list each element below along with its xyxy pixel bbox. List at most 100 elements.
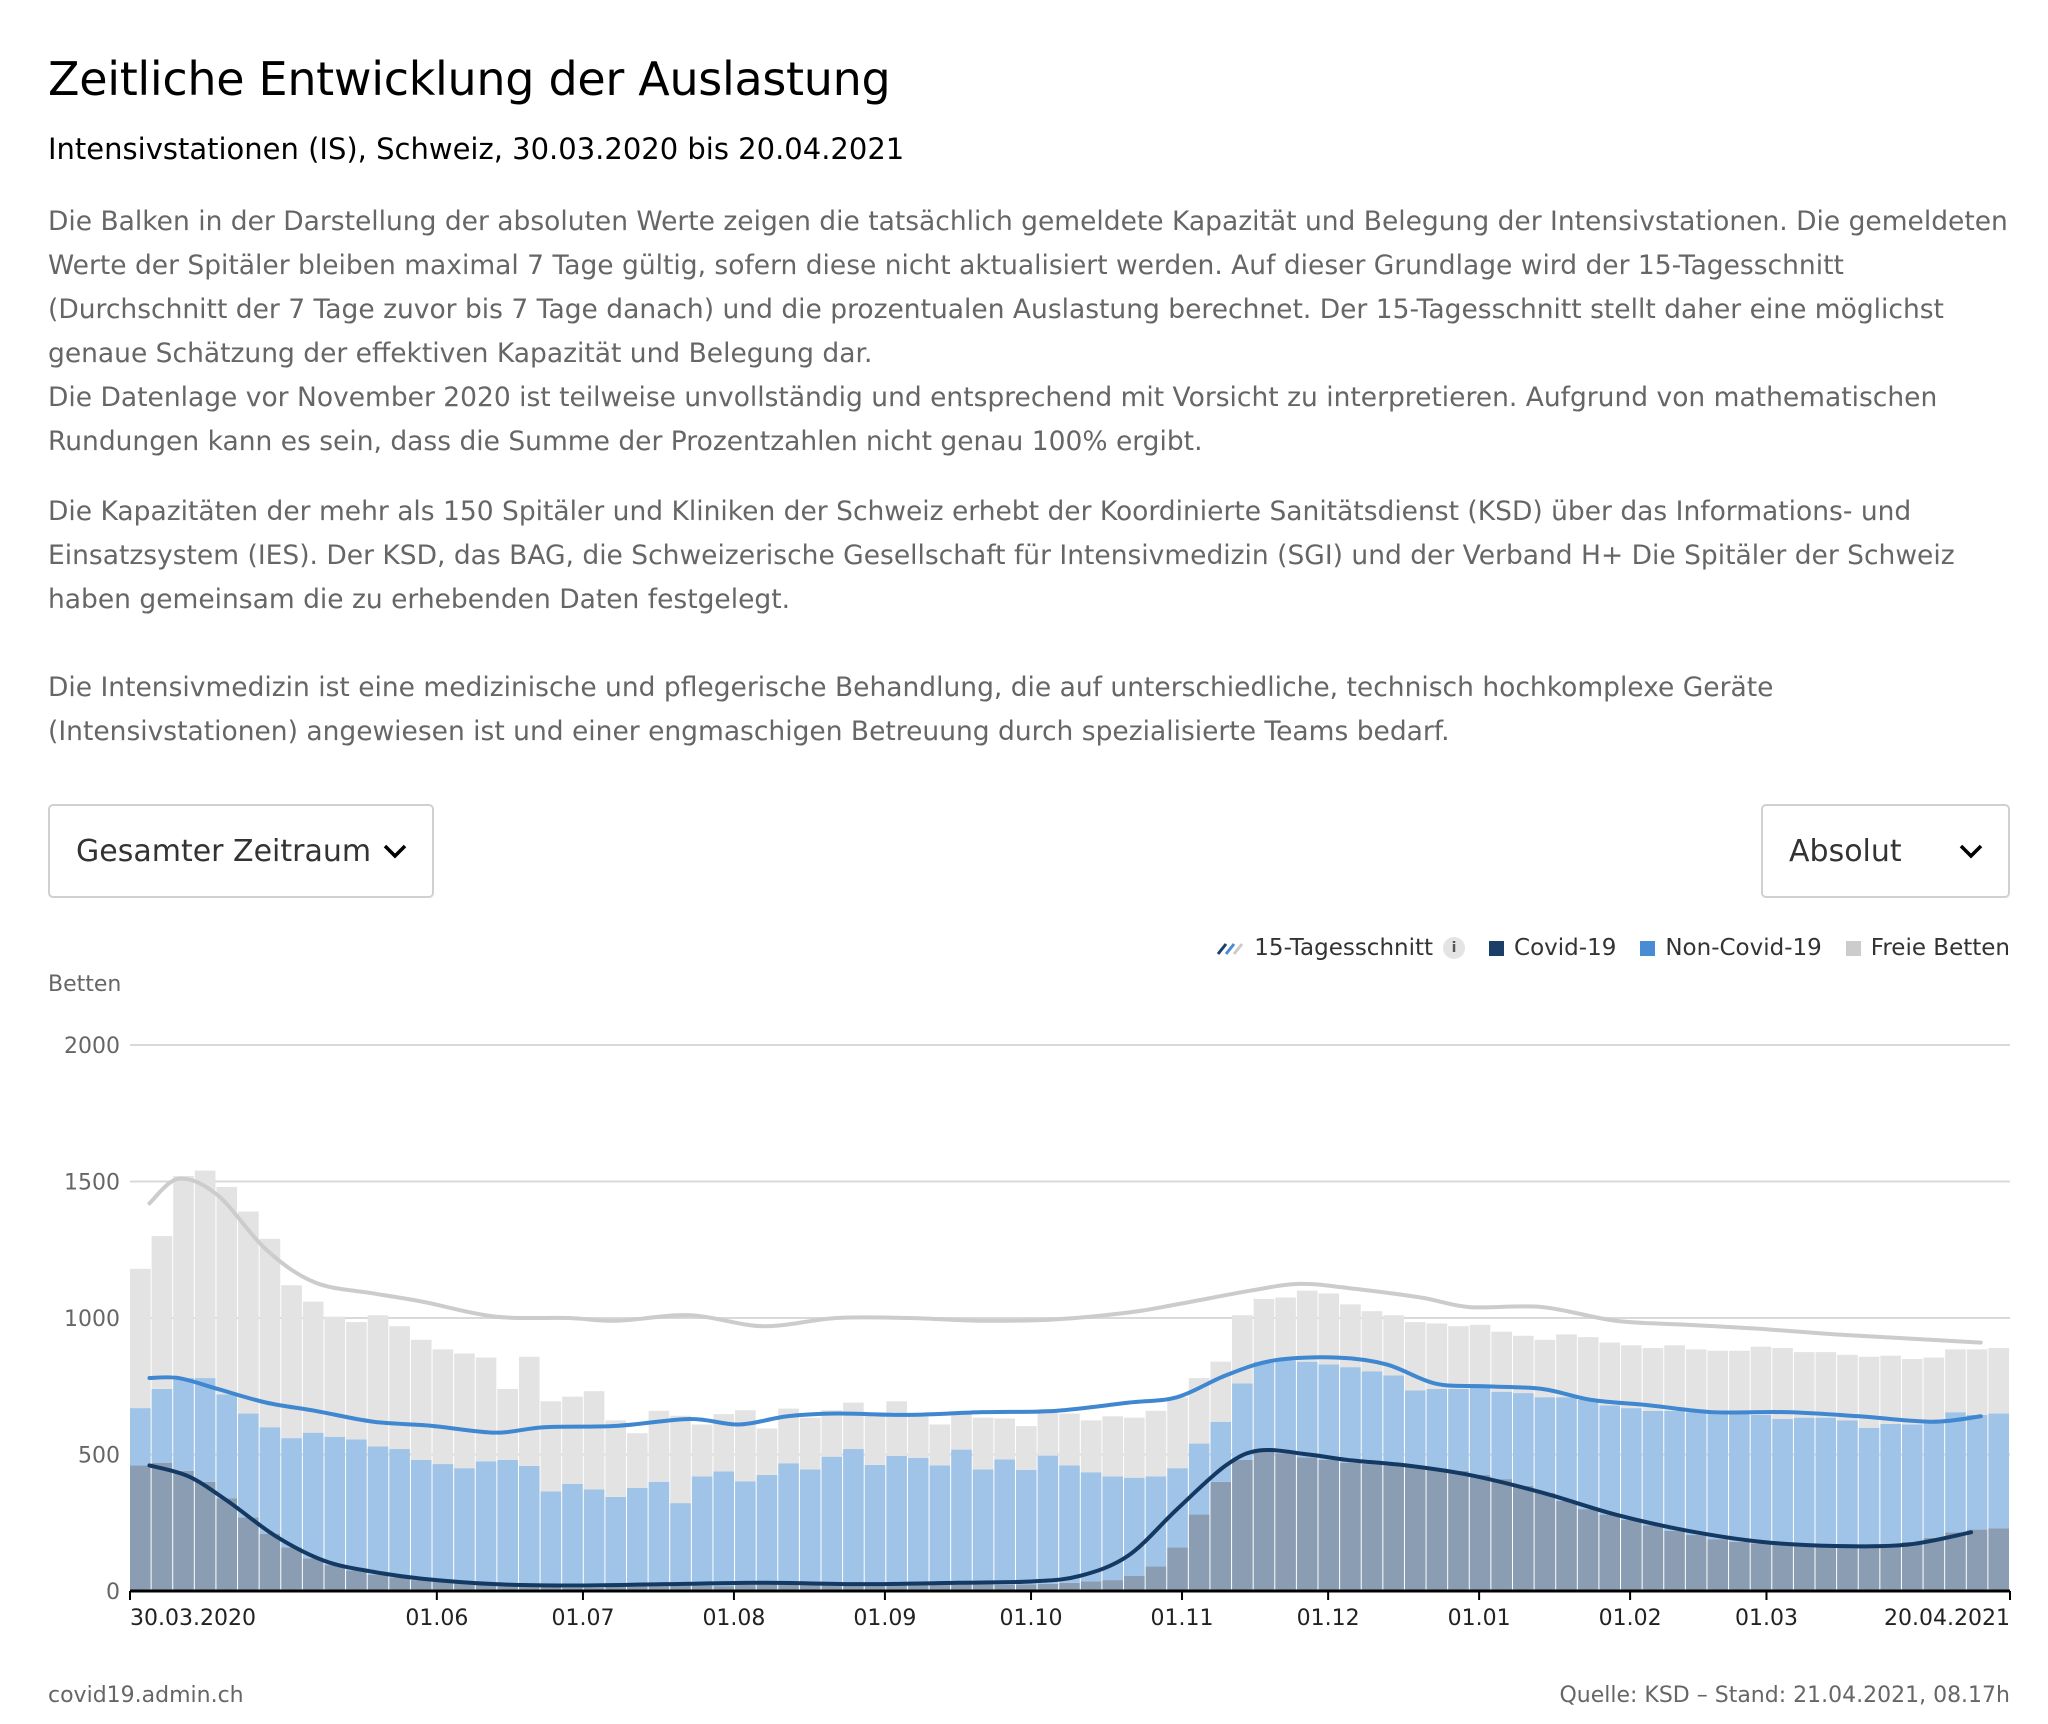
bar-covid: [1729, 1541, 1750, 1591]
axes: 0 500 1000 1500 2000 30.03.2020 01.06 01.07 01.0…: [64, 1034, 2011, 1631]
bar-noncovid: [1837, 1420, 1858, 1546]
bar-free-beds: [886, 1401, 907, 1456]
bar-noncovid: [194, 1378, 216, 1482]
bar-covid: [1966, 1529, 1988, 1591]
bar-free-beds: [1491, 1331, 1512, 1392]
bar-free-beds: [1815, 1352, 1837, 1418]
legend-item-moving-average[interactable]: 15-Tagesschnitt i: [1216, 935, 1466, 961]
bar-free-beds: [1037, 1409, 1059, 1456]
bar-covid: [864, 1584, 886, 1591]
page-title: Zeitliche Entwicklung der Auslastung: [48, 52, 891, 106]
bar-noncovid: [1404, 1390, 1426, 1467]
bar-covid: [1512, 1485, 1534, 1591]
info-icon[interactable]: i: [1443, 937, 1466, 959]
y-tick-label: 500: [78, 1444, 120, 1469]
bar-covid: [1080, 1581, 1102, 1591]
x-tick-label: 01.02: [1599, 1606, 1662, 1631]
bar-noncovid: [1858, 1427, 1880, 1546]
legend-item-free-beds[interactable]: Freie Betten: [1845, 935, 2010, 961]
bar-noncovid: [1534, 1397, 1556, 1493]
bar-free-beds: [324, 1316, 346, 1437]
bar-covid: [1793, 1545, 1815, 1591]
bar-free-beds: [475, 1357, 497, 1462]
bar-noncovid: [972, 1469, 994, 1585]
bar-noncovid: [1512, 1393, 1534, 1486]
display-mode-selected: Absolut: [1789, 833, 1902, 869]
bar-free-beds: [1534, 1339, 1556, 1398]
bar-noncovid: [1729, 1413, 1750, 1542]
display-mode-dropdown[interactable]: Absolut: [1761, 804, 2010, 898]
bar-noncovid: [454, 1468, 475, 1583]
bar-covid: [1145, 1566, 1167, 1591]
bar-covid: [1340, 1462, 1361, 1591]
bar-free-beds: [454, 1353, 475, 1469]
legend-swatch-free-beds: [1845, 940, 1861, 956]
bar-covid: [1577, 1509, 1599, 1591]
bar-covid: [1815, 1545, 1837, 1591]
bar-noncovid: [627, 1487, 648, 1587]
bar-noncovid: [1340, 1367, 1361, 1463]
bar-noncovid: [670, 1503, 691, 1585]
bar-noncovid: [281, 1438, 302, 1548]
legend-label-moving-average: 15-Tagesschnitt: [1254, 935, 1434, 961]
bar-covid: [886, 1584, 907, 1591]
bar-free-beds: [1318, 1293, 1340, 1365]
bar-covid: [1707, 1539, 1729, 1591]
bar-covid: [583, 1587, 605, 1591]
bar-free-beds: [756, 1428, 778, 1475]
bar-covid: [1685, 1535, 1707, 1591]
bar-free-beds: [173, 1176, 194, 1379]
legend-swatch-covid: [1489, 940, 1505, 956]
bar-noncovid: [238, 1413, 259, 1518]
chart-legend: 15-Tagesschnitt i Covid-19 Non-Covid-19 …: [1192, 935, 2010, 961]
bar-free-beds: [1880, 1355, 1901, 1424]
x-tick-label: 30.03.2020: [130, 1606, 256, 1631]
bar-noncovid: [756, 1474, 778, 1585]
bar-free-beds: [1837, 1354, 1858, 1421]
bar-covid: [1232, 1459, 1253, 1591]
bar-noncovid: [605, 1496, 627, 1587]
time-range-dropdown[interactable]: Gesamter Zeitraum: [48, 804, 434, 898]
bar-free-beds: [1966, 1349, 1988, 1415]
bars: [130, 1170, 2009, 1591]
bar-free-beds: [1469, 1324, 1491, 1388]
bar-covid: [627, 1586, 648, 1591]
bar-free-beds: [1599, 1342, 1621, 1406]
bar-noncovid: [324, 1436, 346, 1566]
x-tick-label: 01.09: [853, 1606, 916, 1631]
bar-covid: [1664, 1530, 1685, 1591]
chevron-down-icon: [1959, 844, 1983, 859]
y-tick-label: 1000: [64, 1307, 120, 1332]
bar-covid: [475, 1584, 497, 1591]
bar-noncovid: [799, 1469, 821, 1585]
legend-item-noncovid[interactable]: Non-Covid-19: [1640, 935, 1822, 961]
icu-occupancy-chart: 0 500 1000 1500 2000 30.03.2020 01.06 01.07 01.0…: [64, 1034, 2011, 1631]
page-subtitle: Intensivstationen (IS), Schweiz, 30.03.2…: [48, 132, 905, 166]
y-tick-label: 0: [106, 1580, 120, 1605]
legend-label-noncovid: Non-Covid-19: [1665, 935, 1822, 961]
bar-covid: [130, 1465, 151, 1591]
bar-covid: [1124, 1575, 1145, 1591]
line-covid-average: [147, 1447, 1974, 1588]
bar-noncovid: [1426, 1388, 1448, 1469]
bar-free-beds: [605, 1420, 627, 1497]
legend-item-covid[interactable]: Covid-19: [1489, 935, 1616, 961]
bar-free-beds: [972, 1417, 994, 1470]
bar-covid: [972, 1584, 994, 1591]
bar-noncovid: [216, 1394, 238, 1499]
bar-covid: [1383, 1465, 1404, 1591]
bar-noncovid: [1080, 1472, 1102, 1582]
bar-free-beds: [1988, 1348, 2009, 1414]
bar-noncovid: [151, 1388, 173, 1463]
moving-average-lines: [147, 1176, 1983, 1588]
footer-source: Quelle: KSD – Stand: 21.04.2021, 08.17h: [1559, 1683, 2010, 1708]
bar-covid: [929, 1582, 951, 1591]
bar-covid: [1858, 1545, 1880, 1591]
bar-free-beds: [1707, 1350, 1729, 1414]
bar-covid: [1275, 1453, 1296, 1591]
bar-free-beds: [1080, 1420, 1102, 1473]
bar-covid: [173, 1470, 194, 1591]
bar-covid: [648, 1585, 670, 1591]
bar-free-beds: [1361, 1311, 1383, 1372]
bar-free-beds: [259, 1238, 281, 1428]
